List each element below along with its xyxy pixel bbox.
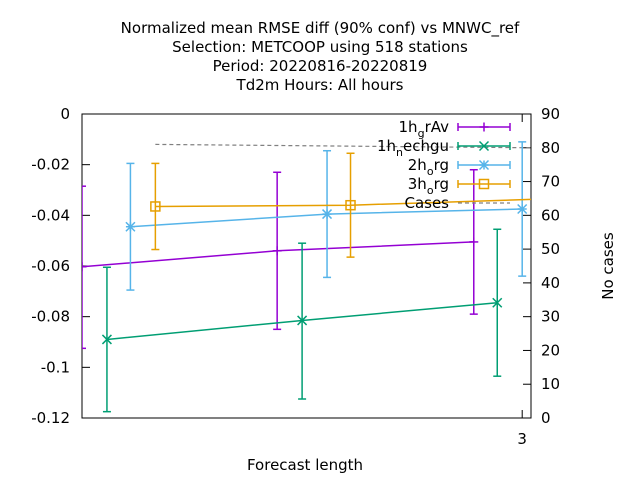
x-axis: 3 xyxy=(517,114,527,448)
series-1h_nechgu xyxy=(101,228,503,413)
y2-tick-label: 90 xyxy=(541,105,560,123)
series-layer xyxy=(82,141,552,413)
y-axis-left: 0 -0.02 -0.04 -0.06 -0.08 -0.1 -0.12 xyxy=(31,105,90,427)
y2-tick-label: 50 xyxy=(541,240,560,258)
y2-tick-label: 80 xyxy=(541,139,560,157)
legend-label: Cases xyxy=(404,194,449,212)
title-line-1: Normalized mean RMSE diff (90% conf) vs … xyxy=(121,19,520,38)
legend-item-cases: Cases xyxy=(404,194,510,212)
title-line-3: Period: 20220816-20220819 xyxy=(213,57,428,75)
y2-tick-label: 10 xyxy=(541,375,560,393)
legend-marker xyxy=(478,159,490,171)
error-bar xyxy=(82,185,86,350)
legend-label: 2horg xyxy=(408,156,449,178)
data-point xyxy=(543,194,552,203)
data-point xyxy=(125,221,136,232)
data-point xyxy=(101,334,112,345)
data-point xyxy=(297,315,308,326)
y2-tick-label: 0 xyxy=(541,409,551,427)
y2-tick-label: 20 xyxy=(541,341,560,359)
x-tick-label: 3 xyxy=(517,430,527,448)
data-point xyxy=(492,297,503,308)
y2-axis-label: No cases xyxy=(599,232,617,300)
y-tick-label: -0.04 xyxy=(31,206,70,224)
error-bar xyxy=(151,162,160,251)
x-axis-label: Forecast length xyxy=(247,456,363,474)
title-line-4: Td2m Hours: All hours xyxy=(236,76,404,94)
plot-frame xyxy=(81,113,532,419)
y2-tick-label: 60 xyxy=(541,206,560,224)
data-point xyxy=(150,201,161,212)
y-tick-label: -0.08 xyxy=(31,308,70,326)
series-3h_org xyxy=(150,151,552,258)
y2-tick-label: 40 xyxy=(541,274,560,292)
data-point xyxy=(517,203,528,215)
y2-tick-label: 30 xyxy=(541,308,560,326)
y-tick-label: -0.1 xyxy=(41,358,70,376)
y-axis-right: 0 10 20 30 40 50 60 70 80 90 xyxy=(523,105,560,427)
title-line-2: Selection: METCOOP using 518 stations xyxy=(172,38,468,56)
data-point xyxy=(272,246,282,256)
legend-item-1h_grAv: 1hgrAv xyxy=(399,118,511,140)
error-bar xyxy=(543,151,551,247)
legend-label: 1hnechgu xyxy=(377,137,449,159)
legend-marker xyxy=(478,178,490,190)
data-point xyxy=(345,199,356,211)
y2-tick-label: 70 xyxy=(541,173,560,191)
legend-marker xyxy=(479,122,489,132)
series-2h_org xyxy=(125,141,528,291)
y-tick-label: -0.02 xyxy=(31,156,70,174)
error-bar xyxy=(346,152,355,258)
legend-item-3h_org: 3horg xyxy=(408,175,511,197)
data-point xyxy=(322,209,333,220)
legend-label: 3horg xyxy=(408,175,449,197)
chart-title: Normalized mean RMSE diff (90% conf) vs … xyxy=(121,19,520,94)
legend-item-2h_org: 2horg xyxy=(408,156,511,178)
y-tick-label: -0.12 xyxy=(31,409,70,427)
legend-label: 1hgrAv xyxy=(399,118,450,140)
title-line-1-main: Normalized mean RMSE diff (90% conf) vs … xyxy=(121,19,520,38)
legend-item-1h_nechgu: 1hnechgu xyxy=(377,137,511,159)
y-tick-label: -0.06 xyxy=(31,257,70,275)
series-1h_grAv xyxy=(82,168,479,350)
legend-marker xyxy=(478,140,490,152)
y-tick-label: 0 xyxy=(60,105,70,123)
data-point xyxy=(469,237,479,247)
data-point xyxy=(82,262,87,272)
